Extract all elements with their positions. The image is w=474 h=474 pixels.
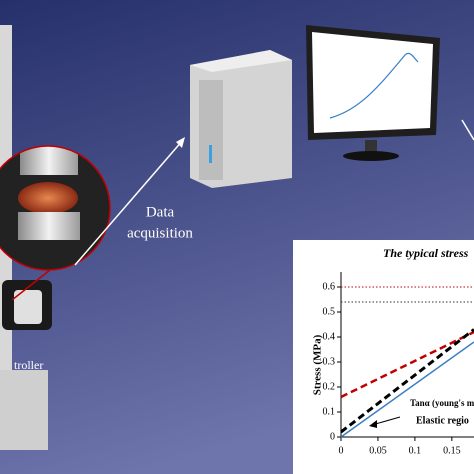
tower-top bbox=[190, 50, 292, 72]
annotation: Tanα (young's m bbox=[410, 398, 474, 408]
y-tick-label: 0.2 bbox=[323, 381, 336, 392]
monitor-stand bbox=[343, 151, 399, 161]
tower-front bbox=[199, 80, 223, 180]
chart: The typical stress Stress (MPa) 0 0.1 0.2 0… bbox=[312, 246, 474, 456]
arrow-label: Data bbox=[146, 204, 175, 220]
series-line bbox=[340, 330, 474, 399]
annotation: Elastic regio bbox=[416, 415, 469, 426]
machine-base bbox=[0, 370, 48, 450]
arrow-label: acquisition bbox=[127, 225, 193, 241]
monitor-neck bbox=[365, 140, 377, 154]
series-line bbox=[340, 341, 474, 438]
y-tick-label: 0.5 bbox=[323, 306, 336, 317]
callout-line bbox=[11, 269, 51, 301]
y-tick-label: 0.6 bbox=[323, 281, 336, 292]
x-tick-label: 0.1 bbox=[409, 445, 422, 456]
series-line bbox=[340, 328, 474, 434]
controller-screen bbox=[14, 290, 42, 324]
photo-frame bbox=[0, 145, 111, 271]
chart-title: The typical stress bbox=[383, 246, 469, 260]
annotation-arrowhead bbox=[369, 420, 377, 428]
y-axis-label: Stress (MPa) bbox=[312, 334, 324, 395]
x-tick-label: 0.15 bbox=[443, 445, 461, 456]
x-tick-label: 0 bbox=[339, 445, 344, 456]
y-tick-label: 0.4 bbox=[323, 331, 336, 342]
chart-panel bbox=[293, 240, 474, 474]
tower-light bbox=[209, 145, 212, 163]
y-tick-label: 0.1 bbox=[323, 406, 336, 417]
y-tick-label: 0 bbox=[330, 431, 335, 442]
y-tick-label: 0.3 bbox=[323, 356, 336, 367]
controller-label: troller bbox=[14, 358, 43, 372]
arrowhead bbox=[176, 137, 185, 148]
x-tick-label: 0.05 bbox=[369, 445, 387, 456]
screen-curve bbox=[329, 52, 419, 119]
specimen-photo bbox=[0, 146, 110, 270]
arrow bbox=[74, 139, 184, 266]
arrow bbox=[461, 119, 474, 141]
